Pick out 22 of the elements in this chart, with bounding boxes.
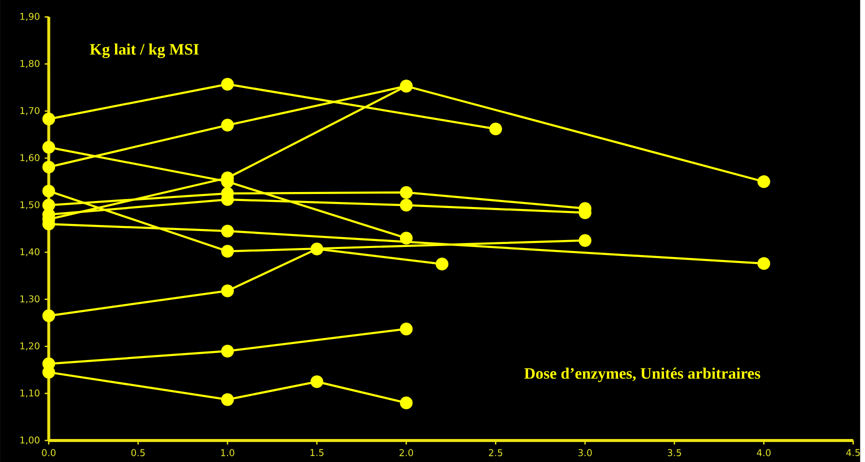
y-tick-label: 1,00 [20, 436, 40, 444]
x-tick-label: 0.5 [131, 448, 145, 456]
y-tick-label: 1,90 [20, 12, 40, 21]
y-tick-label: 1,50 [20, 201, 40, 209]
y-tick-label: 1,30 [20, 295, 40, 304]
y-tick-label: 1,40 [20, 248, 40, 256]
y-tick-label: 1,80 [20, 60, 40, 68]
y-tick-label: 1,20 [20, 342, 40, 350]
y-axis-title: Kg lait / kg MSI [90, 43, 199, 58]
x-tick-label: 3.0 [578, 448, 592, 456]
x-axis-title: Dose d’enzymes, Unités arbitraires [524, 367, 760, 382]
x-tick-label: 2.0 [400, 448, 414, 456]
x-tick-label: 3.5 [668, 448, 681, 456]
x-tick-label: 0.0 [42, 448, 56, 456]
x-tick-label: 1.5 [310, 448, 324, 456]
x-tick-label: 4.5 [846, 448, 860, 456]
x-tick-label: 2.5 [488, 448, 502, 456]
y-tick-label: 1,70 [20, 106, 40, 115]
y-tick-label: 1,10 [20, 389, 40, 398]
x-tick-label: 4.0 [756, 448, 771, 456]
x-tick-label: 1.0 [221, 448, 234, 456]
y-tick-label: 1,60 [20, 154, 40, 162]
